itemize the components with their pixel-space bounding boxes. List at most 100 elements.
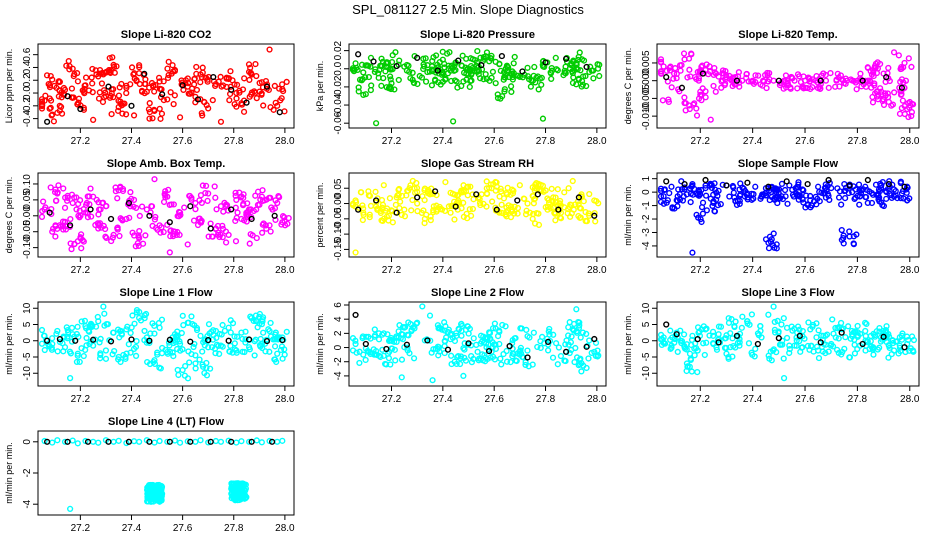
data-point	[474, 47, 481, 55]
data-point	[38, 326, 46, 334]
data-point	[391, 346, 398, 353]
data-point	[232, 189, 239, 196]
data-point	[500, 351, 507, 358]
data-point	[233, 95, 240, 102]
data-point	[95, 222, 102, 229]
plot-panel: Slope Amb. Box Temp. 27.2 27.4 27.6 27.8 28.0…	[4, 158, 295, 276]
data-point	[133, 338, 140, 345]
data-point	[365, 73, 372, 81]
data-point	[409, 196, 416, 204]
data-point	[377, 62, 384, 69]
x-tick-label: 27.4	[122, 265, 142, 276]
data-point	[579, 329, 586, 336]
x-tick-label: 27.8	[224, 136, 244, 147]
data-point	[185, 348, 192, 355]
data-point	[854, 345, 861, 353]
plot-frame	[348, 172, 607, 258]
data-point	[93, 196, 100, 203]
data-point	[731, 323, 738, 331]
data-point	[90, 116, 97, 123]
x-tick-label: 27.2	[71, 394, 91, 405]
data-point	[683, 341, 690, 348]
data-point	[456, 326, 463, 333]
data-point	[434, 61, 441, 68]
data-point	[257, 335, 264, 343]
data-point	[75, 212, 82, 219]
data-point	[699, 62, 706, 69]
data-point	[367, 335, 374, 342]
data-point	[251, 352, 258, 359]
data-point	[726, 193, 733, 200]
y-tick-label: -0.05	[333, 207, 344, 230]
data-point	[686, 350, 694, 357]
plot-title: Slope Amb. Box Temp.	[107, 158, 226, 170]
data-point	[176, 114, 184, 121]
data-point	[539, 333, 546, 341]
data-point	[73, 206, 80, 213]
overlay-point	[493, 206, 500, 213]
data-point	[192, 365, 199, 372]
data-point	[665, 96, 672, 103]
data-point	[433, 202, 440, 209]
data-point	[483, 49, 491, 56]
data-point	[437, 205, 444, 213]
data-point	[267, 194, 274, 201]
data-point	[748, 196, 755, 203]
overlay-point	[864, 176, 871, 184]
data-point	[896, 110, 904, 117]
data-point	[451, 216, 458, 223]
data-point	[797, 79, 805, 86]
data-point	[882, 328, 889, 335]
y-tick-label: -0.4	[22, 110, 33, 128]
data-point	[362, 74, 369, 81]
data-point	[554, 186, 561, 193]
data-point	[770, 303, 777, 310]
overlay-point	[901, 183, 908, 190]
data-point	[233, 349, 240, 356]
data-point	[382, 68, 389, 75]
data-point	[154, 490, 162, 497]
data-point	[732, 81, 740, 88]
data-point	[752, 72, 759, 79]
data-point	[439, 78, 447, 85]
data-point	[201, 369, 208, 377]
data-point	[458, 332, 465, 339]
data-point	[408, 207, 415, 214]
overlay-point	[77, 105, 84, 113]
data-point	[164, 74, 172, 82]
data-point	[549, 198, 556, 206]
data-point	[428, 82, 436, 89]
data-point	[713, 196, 720, 203]
overlay-point	[796, 332, 803, 339]
plot-title: Slope Li-820 Pressure	[420, 29, 535, 41]
data-point	[147, 209, 154, 216]
data-point	[719, 181, 726, 188]
overlay-point	[187, 203, 194, 210]
data-point	[460, 199, 467, 206]
data-point	[557, 352, 565, 360]
data-point	[39, 207, 46, 215]
data-point	[490, 341, 498, 348]
data-point	[272, 329, 279, 336]
data-point	[814, 343, 821, 350]
data-point	[182, 77, 189, 84]
data-point	[110, 231, 117, 238]
data-point	[227, 329, 234, 336]
data-point	[378, 55, 385, 62]
data-point	[253, 437, 260, 444]
overlay-point	[403, 341, 411, 348]
data-point	[576, 356, 583, 363]
data-point	[840, 235, 847, 242]
overlay-point	[228, 206, 235, 213]
data-point	[248, 71, 255, 78]
y-tick-label: 0.10	[22, 174, 33, 194]
data-point	[727, 344, 734, 351]
data-point	[570, 320, 578, 328]
data-point	[688, 183, 695, 190]
data-point	[791, 342, 798, 349]
y-tick-label: 0.05	[333, 178, 344, 198]
data-point	[870, 351, 877, 358]
overlay-point	[452, 203, 459, 210]
data-point	[497, 188, 505, 195]
data-point	[562, 357, 569, 365]
